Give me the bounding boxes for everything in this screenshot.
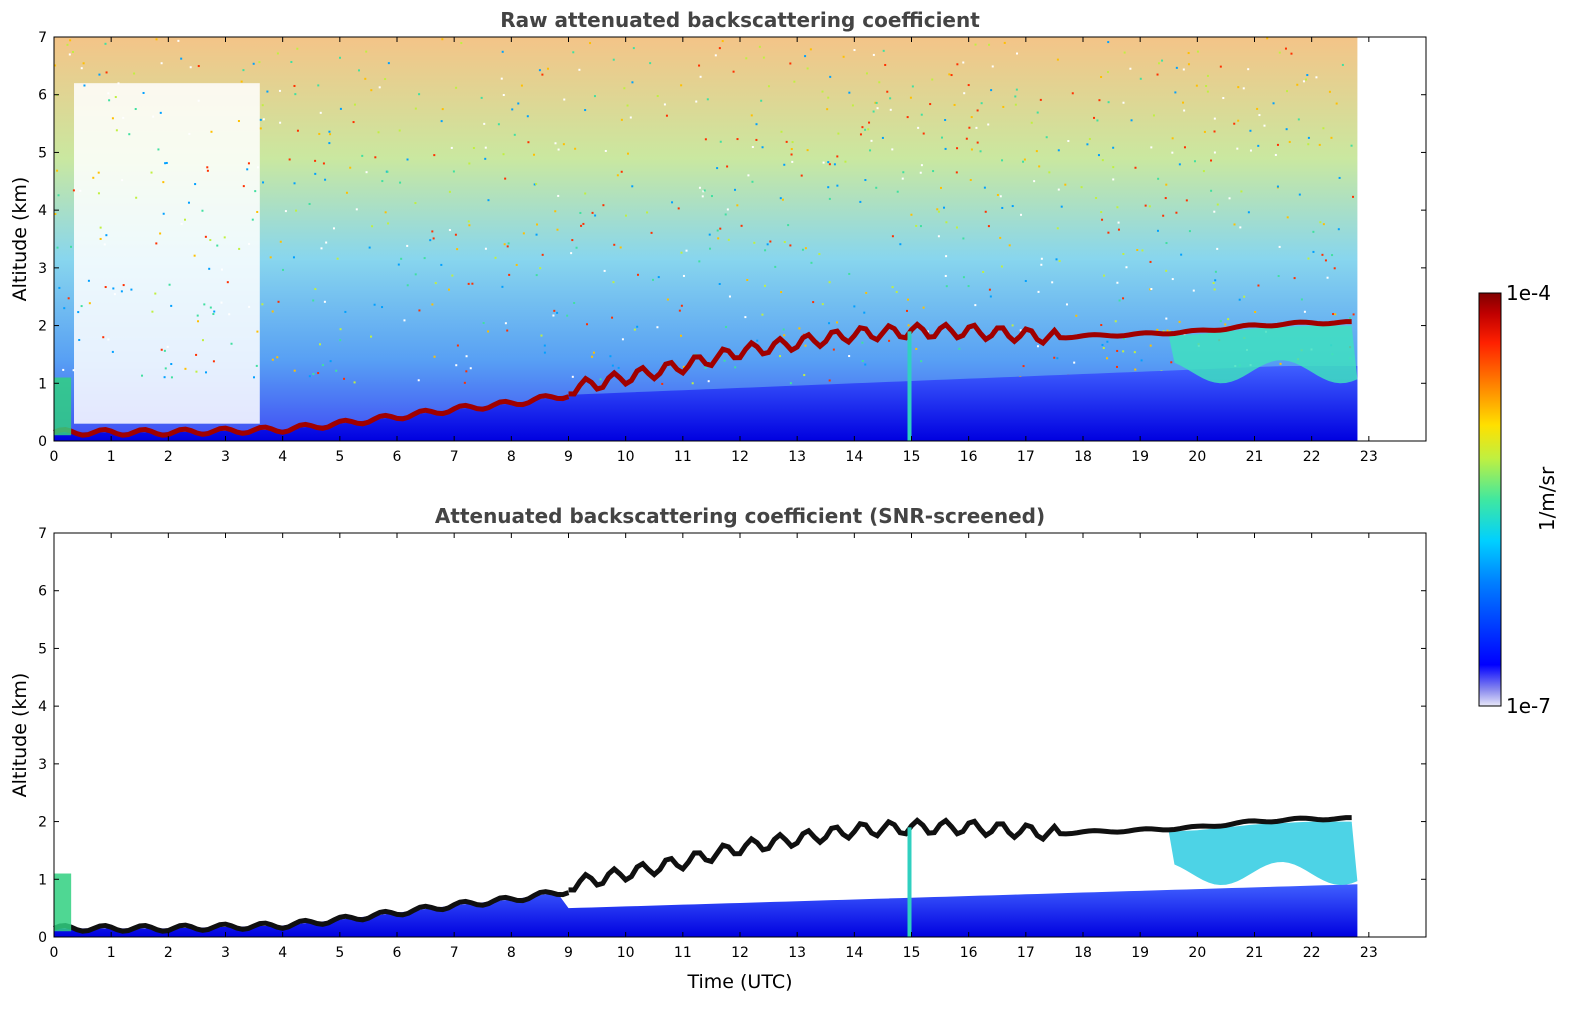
x-tick-label: 14	[845, 449, 863, 465]
panel-screened-plot-area	[53, 815, 1358, 937]
y-tick-label: 7	[38, 526, 47, 542]
x-tick-label: 17	[1017, 945, 1035, 961]
raw-early-layer	[54, 377, 72, 436]
x-tick-label: 16	[960, 449, 978, 465]
colorbar-gradient	[1478, 292, 1502, 707]
x-tick-label: 3	[221, 945, 230, 961]
y-tick-label: 5	[38, 641, 47, 657]
x-tick-label: 8	[507, 449, 516, 465]
y-tick-label: 0	[38, 930, 47, 946]
x-tick-label: 9	[564, 945, 573, 961]
y-tick-label: 4	[38, 203, 47, 219]
x-tick-label: 3	[221, 449, 230, 465]
x-tick-label: 18	[1074, 449, 1092, 465]
x-tick-label: 6	[393, 449, 402, 465]
x-tick-label: 15	[903, 945, 921, 961]
screened-cloud-top-line	[568, 815, 1352, 893]
screened-boundary-layer	[54, 884, 1358, 937]
x-tick-label: 17	[1017, 449, 1035, 465]
y-tick-label: 0	[38, 434, 47, 450]
x-tick-label: 12	[731, 945, 749, 961]
x-tick-label: 22	[1303, 945, 1321, 961]
x-tick-label: 9	[564, 449, 573, 465]
x-tick-label: 20	[1188, 449, 1206, 465]
x-tick-label: 7	[450, 449, 459, 465]
x-tick-label: 2	[164, 945, 173, 961]
x-tick-label: 23	[1360, 945, 1378, 961]
x-tick-label: 21	[1246, 945, 1264, 961]
y-tick-label: 2	[38, 319, 47, 335]
screened-residual-layer	[1168, 821, 1358, 886]
panel-raw-ylabel: Altitude (km)	[9, 177, 31, 302]
panel-screened-title: Attenuated backscattering coefficient (S…	[435, 504, 1045, 528]
x-tick-label: 12	[731, 449, 749, 465]
x-tick-label: 2	[164, 449, 173, 465]
x-tick-label: 19	[1131, 449, 1149, 465]
x-tick-label: 23	[1360, 449, 1378, 465]
colorbar-min-label: 1e-7	[1506, 694, 1551, 718]
x-tick-label: 13	[788, 945, 806, 961]
x-tick-label: 20	[1188, 945, 1206, 961]
panel-raw-plot-area	[53, 37, 1358, 441]
colorbar: 1e-4 1e-7 1/m/sr	[1478, 281, 1559, 718]
raw-residual-layer	[1168, 325, 1358, 384]
colorbar-max-label: 1e-4	[1506, 281, 1551, 305]
x-tick-label: 4	[278, 945, 287, 961]
screened-surface-layer-line	[53, 889, 570, 934]
raw-spike-15utc	[907, 331, 912, 441]
x-tick-label: 22	[1303, 449, 1321, 465]
panel-screened-axes: 0 1 2 3 4 5 6 7 8 9 10 11 12 13 14 15 16 17 18 19 20 21 22 2301…	[38, 526, 1426, 961]
x-tick-label: 11	[674, 449, 692, 465]
x-tick-label: 0	[50, 449, 59, 465]
panel-screened: Attenuated backscattering coefficient (S…	[9, 504, 1427, 993]
x-tick-label: 18	[1074, 945, 1092, 961]
y-tick-label: 1	[38, 376, 47, 392]
panel-screened-xlabel: Time (UTC)	[686, 971, 792, 993]
raw-cloud-top-line	[568, 319, 1352, 397]
x-tick-label: 5	[335, 449, 344, 465]
x-tick-label: 7	[450, 945, 459, 961]
x-tick-label: 0	[50, 945, 59, 961]
y-tick-label: 7	[38, 30, 47, 46]
y-tick-label: 6	[38, 584, 47, 600]
raw-boundary-layer	[54, 365, 1358, 441]
x-tick-label: 5	[335, 945, 344, 961]
colorbar-unit-label: 1/m/sr	[1535, 466, 1559, 531]
panel-raw: Raw attenuated backscattering coefficien…	[9, 8, 1427, 465]
x-tick-label: 19	[1131, 945, 1149, 961]
raw-low-signal-region	[74, 83, 260, 424]
x-tick-label: 15	[903, 449, 921, 465]
x-tick-label: 13	[788, 449, 806, 465]
x-tick-label: 8	[507, 945, 516, 961]
y-tick-label: 3	[38, 261, 47, 277]
y-tick-label: 2	[38, 815, 47, 831]
x-tick-label: 1	[107, 449, 116, 465]
y-tick-label: 4	[38, 699, 47, 715]
y-tick-label: 6	[38, 88, 47, 104]
panel-raw-axes: 0 1 2 3 4 5 6 7 8 9 10 11 12 13 14 15 16 17 18 19 20 21 22 2301…	[38, 30, 1426, 465]
y-tick-label: 1	[38, 872, 47, 888]
x-tick-label: 1	[107, 945, 116, 961]
x-tick-label: 10	[617, 945, 635, 961]
y-tick-label: 5	[38, 145, 47, 161]
panel-raw-title: Raw attenuated backscattering coefficien…	[500, 8, 980, 32]
screened-spike-15utc	[907, 827, 912, 937]
x-tick-label: 21	[1246, 449, 1264, 465]
panel-screened-ylabel: Altitude (km)	[9, 673, 31, 798]
screened-early-layer	[54, 873, 72, 932]
x-tick-label: 14	[845, 945, 863, 961]
x-tick-label: 10	[617, 449, 635, 465]
x-tick-label: 4	[278, 449, 287, 465]
x-tick-label: 16	[960, 945, 978, 961]
x-tick-label: 11	[674, 945, 692, 961]
y-tick-label: 3	[38, 757, 47, 773]
raw-speckle	[54, 37, 1355, 385]
raw-surface-layer-line	[53, 393, 570, 438]
x-tick-label: 6	[393, 945, 402, 961]
